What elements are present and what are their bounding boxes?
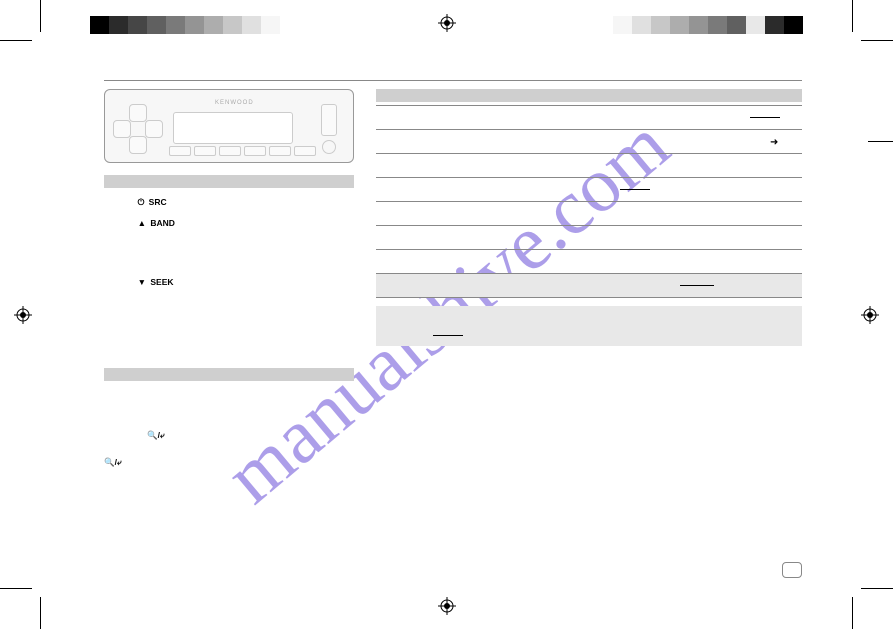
page-number: 9 bbox=[782, 562, 802, 578]
down-icon: ▼ bbox=[138, 277, 146, 287]
step-seek: 3 Press ▼ SEEK repeatedly to select … li… bbox=[104, 276, 354, 340]
fs-row: LOCAL SEEKON / OFFdescription text place… bbox=[376, 105, 802, 130]
calibration-bar-left bbox=[90, 16, 280, 34]
function-setting-table: LOCAL SEEKON / OFFdescription text place… bbox=[376, 105, 802, 298]
src-label: SRC bbox=[149, 197, 167, 207]
reg-mark-bottom bbox=[438, 597, 456, 615]
footnote-block: footnote line 1 footnote line 1 footnote… bbox=[376, 306, 802, 346]
step-band: 2 Press ▲ BAND repeatedly to select a ba… bbox=[104, 217, 354, 268]
reg-mark-right bbox=[861, 306, 879, 324]
fs-row: AF SETON / OFFdescription text placehold… bbox=[376, 202, 802, 226]
fs-row: TION / OFFdescription text placeholder bbox=[376, 250, 802, 274]
calibration-bar-right bbox=[613, 16, 803, 34]
seek-label: SEEK bbox=[150, 277, 173, 287]
fs-row: AUTO MEMORYYES / NOdescription text plac… bbox=[376, 130, 802, 154]
settings-instructions: filler line 1 filler line 2 filler line … bbox=[104, 389, 354, 471]
reg-mark-top bbox=[438, 14, 456, 32]
fs-row: PTY SEARCHdescription text placeholder bbox=[376, 274, 802, 298]
top-rule bbox=[104, 80, 802, 81]
up-icon: ▲ bbox=[138, 218, 146, 228]
band-label: BAND bbox=[150, 218, 175, 228]
power-icon: ⏻ bbox=[138, 197, 145, 207]
fs-row: MONO SETON / OFFdescription text placeho… bbox=[376, 154, 802, 178]
radio-logo: KENWOOD bbox=[215, 100, 254, 106]
section-bar-search bbox=[104, 175, 354, 188]
fs-row: REGIONALON / OFFdescription text placeho… bbox=[376, 226, 802, 250]
radio-illustration: KENWOOD bbox=[104, 89, 354, 163]
step-src: 1 Press ⏻ SRC to enter [STANDBY]. bbox=[104, 196, 354, 209]
function-setting-header bbox=[376, 89, 802, 102]
fs-row: NEWS SET00M — 90M / OFFdescription text … bbox=[376, 178, 802, 202]
section-bar-settings bbox=[104, 368, 354, 381]
reg-mark-left bbox=[14, 306, 32, 324]
